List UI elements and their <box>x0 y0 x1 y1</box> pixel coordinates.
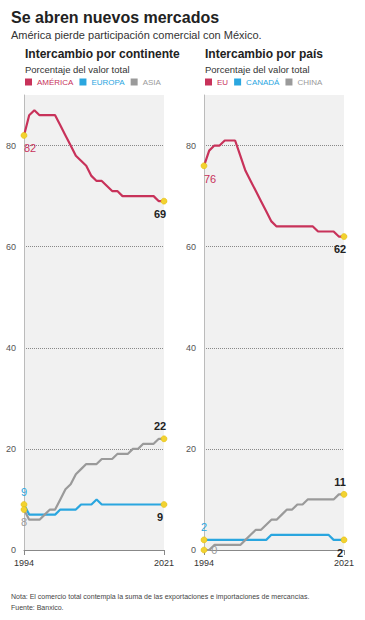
svg-text:2021: 2021 <box>334 558 354 568</box>
svg-text:2: 2 <box>337 547 343 559</box>
svg-text:69: 69 <box>154 208 166 220</box>
svg-text:11: 11 <box>334 476 346 488</box>
svg-text:40: 40 <box>6 343 16 353</box>
svg-text:Se abren nuevos mercados: Se abren nuevos mercados <box>11 9 219 26</box>
svg-text:ASIA: ASIA <box>143 78 162 87</box>
svg-text:9: 9 <box>157 511 163 523</box>
svg-text:0: 0 <box>11 545 16 555</box>
svg-text:76: 76 <box>204 173 216 185</box>
svg-text:Intercambio por continente: Intercambio por continente <box>25 47 180 61</box>
svg-text:EU: EU <box>217 78 228 87</box>
svg-text:2021: 2021 <box>154 558 174 568</box>
svg-text:AMÉRICA: AMÉRICA <box>37 78 74 87</box>
svg-text:1994: 1994 <box>194 558 214 568</box>
svg-text:1994: 1994 <box>14 558 34 568</box>
svg-text:60: 60 <box>6 242 16 252</box>
svg-text:22: 22 <box>154 420 166 432</box>
svg-text:América pierde participación c: América pierde participación comercial c… <box>11 29 262 41</box>
svg-text:Intercambio por país: Intercambio por país <box>205 47 323 61</box>
svg-text:82: 82 <box>24 142 36 154</box>
svg-text:20: 20 <box>186 444 196 454</box>
svg-text:EUROPA: EUROPA <box>91 78 125 87</box>
svg-text:2: 2 <box>201 521 207 533</box>
svg-text:Fuente: Banxico.: Fuente: Banxico. <box>11 604 64 611</box>
svg-text:0: 0 <box>211 544 217 556</box>
svg-text:CANADÁ: CANADÁ <box>246 78 280 87</box>
svg-text:40: 40 <box>186 343 196 353</box>
svg-text:8: 8 <box>21 516 27 528</box>
svg-text:Nota: El comercio total contem: Nota: El comercio total contempla la sum… <box>11 593 309 601</box>
svg-text:0: 0 <box>191 545 196 555</box>
svg-text:Porcentaje del valor total: Porcentaje del valor total <box>205 64 310 75</box>
svg-text:20: 20 <box>6 444 16 454</box>
svg-text:9: 9 <box>21 486 27 498</box>
svg-text:80: 80 <box>6 141 16 151</box>
svg-text:CHINA: CHINA <box>297 78 323 87</box>
svg-text:80: 80 <box>186 141 196 151</box>
svg-text:60: 60 <box>186 242 196 252</box>
svg-text:Porcentaje del valor total: Porcentaje del valor total <box>25 64 130 75</box>
svg-text:62: 62 <box>334 243 346 255</box>
